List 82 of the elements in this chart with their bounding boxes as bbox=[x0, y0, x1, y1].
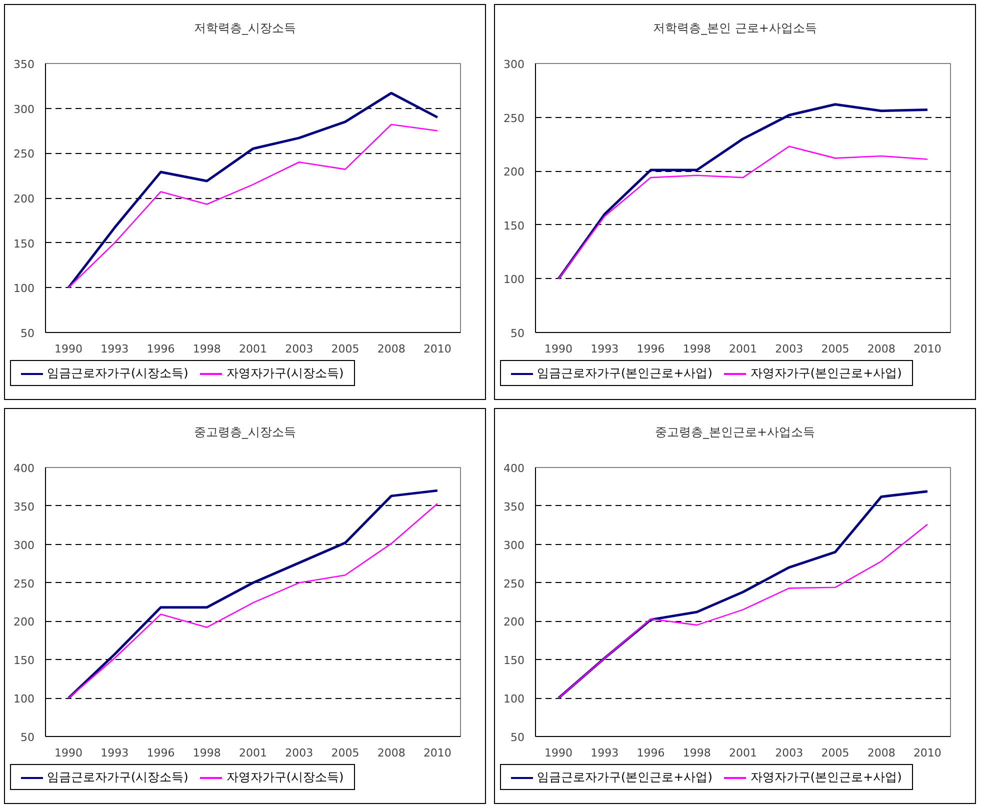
x-tick-label: 2001 bbox=[239, 342, 268, 356]
x-tick-label: 1990 bbox=[54, 342, 83, 356]
line-series bbox=[68, 124, 438, 288]
legend-label: 임금근로자가구(시장소득) bbox=[47, 365, 188, 382]
y-tick-label: 350 bbox=[14, 500, 35, 514]
y-tick-label: 100 bbox=[504, 273, 525, 286]
x-tick-label: 1996 bbox=[146, 342, 175, 356]
legend-label: 임금근로자가구(본인근로+사업) bbox=[537, 365, 712, 382]
x-tick-label: 2005 bbox=[331, 746, 360, 760]
y-tick-label: 300 bbox=[504, 538, 525, 552]
x-tick-label: 1998 bbox=[682, 342, 711, 356]
x-tick-label: 2010 bbox=[423, 746, 452, 760]
y-tick-label: 300 bbox=[14, 102, 35, 116]
x-tick-label: 2010 bbox=[423, 342, 452, 356]
legend-label: 임금근로자가구(시장소득) bbox=[47, 769, 188, 786]
y-tick-label: 350 bbox=[504, 500, 525, 514]
x-tick-label: 1993 bbox=[100, 746, 129, 760]
x-tick-label: 2008 bbox=[377, 746, 406, 760]
y-tick-label: 50 bbox=[20, 327, 35, 340]
x-tick-label: 2001 bbox=[729, 746, 758, 760]
x-tick-label: 1998 bbox=[192, 342, 221, 356]
y-tick-label: 50 bbox=[510, 731, 525, 744]
x-tick-label: 2001 bbox=[729, 342, 758, 356]
x-tick-label: 2010 bbox=[913, 342, 942, 356]
line-series bbox=[67, 92, 439, 289]
y-tick-label: 50 bbox=[510, 327, 525, 340]
x-tick-label: 2003 bbox=[775, 342, 804, 356]
x-tick-label: 2003 bbox=[285, 342, 314, 356]
x-tick-label: 1996 bbox=[636, 746, 665, 760]
y-tick-label: 400 bbox=[504, 462, 525, 475]
y-tick-label: 250 bbox=[14, 577, 35, 590]
chart-title: 중고령층_시장소득 bbox=[193, 424, 297, 441]
chart-title: 저학력층_본인 근로+사업소득 bbox=[652, 20, 818, 37]
y-tick-label: 150 bbox=[504, 654, 525, 668]
x-tick-label: 2003 bbox=[775, 746, 804, 760]
line-series bbox=[557, 103, 929, 280]
y-tick-label: 300 bbox=[14, 538, 35, 552]
y-tick-label: 200 bbox=[504, 166, 525, 179]
y-tick-label: 200 bbox=[14, 192, 35, 206]
x-tick-label: 2005 bbox=[821, 342, 850, 356]
line-series bbox=[558, 524, 928, 699]
x-tick-label: 1993 bbox=[590, 342, 619, 356]
legend-label: 자영자가구(본인근로+사업) bbox=[750, 769, 902, 786]
legend-label: 자영자가구(본인근로+사업) bbox=[750, 365, 902, 382]
y-tick-label: 300 bbox=[504, 58, 525, 71]
y-tick-label: 250 bbox=[504, 112, 525, 125]
y-tick-label: 100 bbox=[504, 692, 525, 706]
y-tick-label: 50 bbox=[20, 731, 35, 744]
line-series bbox=[558, 146, 928, 280]
x-tick-label: 1998 bbox=[192, 746, 221, 760]
y-tick-label: 400 bbox=[14, 462, 35, 475]
legend-label: 자영자가구(시장소득) bbox=[226, 365, 344, 382]
chart-title: 중고령층_본인근로+사업소득 bbox=[654, 424, 816, 441]
y-tick-label: 100 bbox=[14, 282, 35, 296]
legend-label: 자영자가구(시장소득) bbox=[226, 769, 344, 786]
x-tick-label: 2008 bbox=[867, 746, 896, 760]
y-tick-label: 150 bbox=[14, 654, 35, 668]
y-tick-label: 150 bbox=[504, 219, 525, 232]
chart-title: 저학력층_시장소득 bbox=[193, 20, 297, 37]
y-tick-label: 250 bbox=[504, 577, 525, 590]
x-tick-label: 2005 bbox=[821, 746, 850, 760]
x-tick-label: 2001 bbox=[239, 746, 268, 760]
x-tick-label: 2005 bbox=[331, 342, 360, 356]
y-tick-label: 100 bbox=[14, 692, 35, 706]
x-tick-label: 1993 bbox=[590, 746, 619, 760]
x-tick-label: 2003 bbox=[285, 746, 314, 760]
y-tick-label: 250 bbox=[14, 148, 35, 161]
legend-label: 임금근로자가구(본인근로+사업) bbox=[537, 769, 712, 786]
x-tick-label: 1996 bbox=[146, 746, 175, 760]
x-tick-label: 2008 bbox=[377, 342, 406, 356]
x-tick-label: 1996 bbox=[636, 342, 665, 356]
x-tick-label: 2010 bbox=[913, 746, 942, 760]
x-tick-label: 1998 bbox=[682, 746, 711, 760]
x-tick-label: 1990 bbox=[544, 342, 573, 356]
y-tick-label: 200 bbox=[14, 616, 35, 629]
y-tick-label: 200 bbox=[504, 616, 525, 629]
x-tick-label: 2008 bbox=[867, 342, 896, 356]
x-tick-label: 1990 bbox=[54, 746, 83, 760]
x-tick-label: 1990 bbox=[544, 746, 573, 760]
y-tick-label: 350 bbox=[14, 58, 35, 71]
x-tick-label: 1993 bbox=[100, 342, 129, 356]
y-tick-label: 150 bbox=[14, 237, 35, 250]
